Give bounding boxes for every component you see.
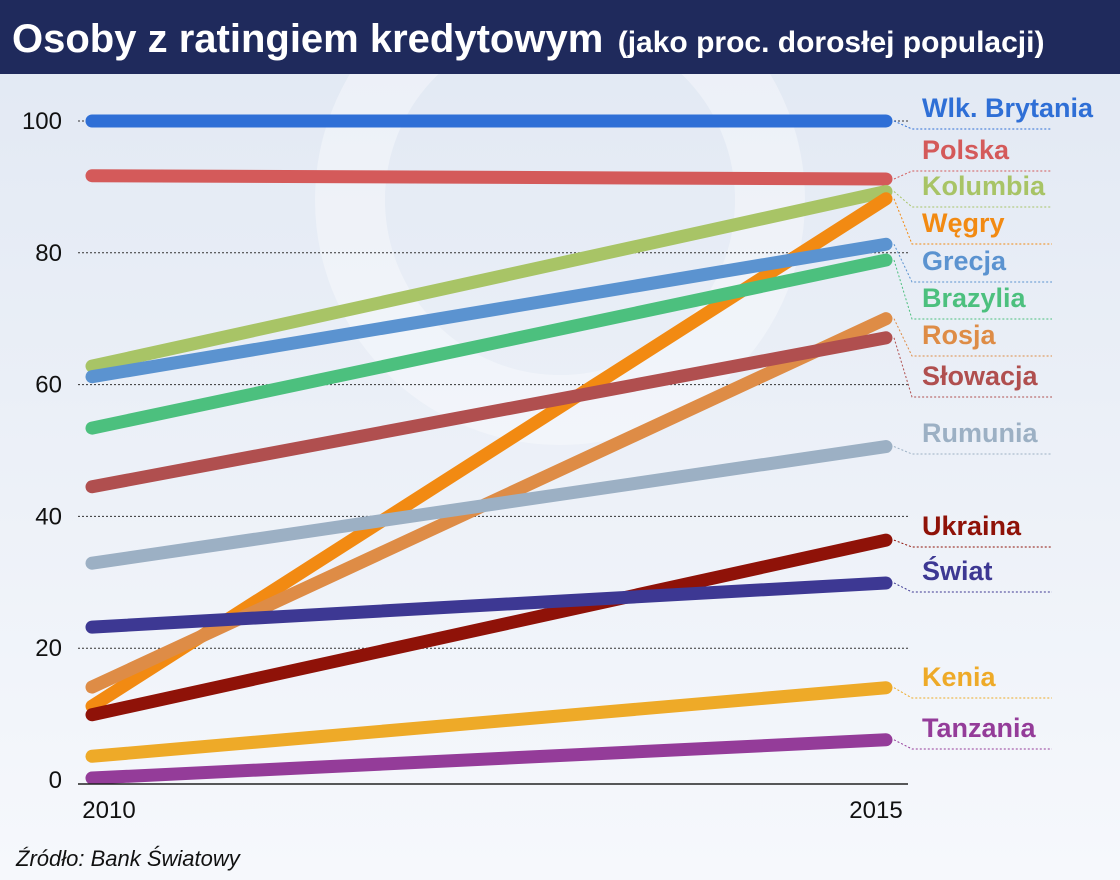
series-labels: Wlk. Brytania Polska Kolumbia Węgry Grecja Br… xyxy=(893,93,1094,750)
label-leader-grecja xyxy=(893,244,1052,283)
label-leader-węgry xyxy=(893,198,1052,245)
series-label-rumunia: Rumunia xyxy=(922,418,1038,448)
label-leader-rosja xyxy=(893,318,1052,357)
series-line-słowacja xyxy=(85,331,893,494)
series-label-słowacja: Słowacja xyxy=(922,361,1039,391)
x-tick-label-2015: 2015 xyxy=(849,797,902,824)
y-axis-ticks: 0 20 40 60 80 100 xyxy=(22,108,62,794)
y-tick-label-0: 0 xyxy=(49,767,62,794)
series-label-rosja: Rosja xyxy=(922,320,997,350)
series-label-kolumbia: Kolumbia xyxy=(922,171,1046,201)
series-line-świat xyxy=(85,576,893,634)
y-tick-label-60: 60 xyxy=(35,372,62,399)
series-line-ukraina xyxy=(85,533,893,722)
series-line-kolumbia xyxy=(85,185,893,373)
header-bar xyxy=(0,0,1120,74)
label-leader-wlk-brytania xyxy=(893,120,1052,130)
label-leader-tanzania xyxy=(893,739,1052,750)
series-line-polska xyxy=(85,169,893,186)
label-leader-kolumbia xyxy=(893,191,1052,208)
y-tick-label-20: 20 xyxy=(35,635,62,662)
label-leader-rumunia xyxy=(893,446,1052,455)
label-leader-słowacja xyxy=(893,337,1052,398)
y-tick-label-80: 80 xyxy=(35,240,62,267)
y-tick-label-40: 40 xyxy=(35,503,62,530)
series-label-węgry: Węgry xyxy=(922,208,1005,238)
series-label-wlk-brytania: Wlk. Brytania xyxy=(922,93,1094,123)
chart-title: Osoby z ratingiem kredytowym (jako proc.… xyxy=(12,17,1044,61)
label-leader-kenia xyxy=(893,687,1052,699)
series-line-grecja xyxy=(85,237,893,384)
series-label-brazylia: Brazylia xyxy=(922,283,1027,313)
chart-title-main: Osoby z ratingiem kredytowym xyxy=(12,17,603,61)
series-line-kenia xyxy=(85,681,893,763)
series-lines xyxy=(85,114,893,785)
series-label-świat: Świat xyxy=(922,555,993,586)
chart-title-subtitle: (jako proc. dorosłej populacji) xyxy=(618,26,1045,59)
series-line-rumunia xyxy=(85,440,893,570)
series-label-kenia: Kenia xyxy=(922,662,997,692)
label-leader-ukraina xyxy=(893,539,1052,548)
series-line-brazylia xyxy=(85,253,893,435)
label-leader-brazylia xyxy=(893,259,1052,320)
label-leader-polska xyxy=(893,170,1052,180)
x-axis-ticks: 2010 2015 xyxy=(82,797,902,824)
source-note: Źródło: Bank Światowy xyxy=(15,846,242,871)
series-label-polska: Polska xyxy=(922,135,1010,165)
series-line-tanzania xyxy=(85,733,893,785)
y-tick-label-100: 100 xyxy=(22,108,62,135)
series-label-grecja: Grecja xyxy=(922,246,1007,276)
label-leader-świat xyxy=(893,582,1052,593)
series-label-tanzania: Tanzania xyxy=(922,713,1037,743)
series-label-ukraina: Ukraina xyxy=(922,511,1022,541)
x-tick-label-2010: 2010 xyxy=(82,797,135,824)
